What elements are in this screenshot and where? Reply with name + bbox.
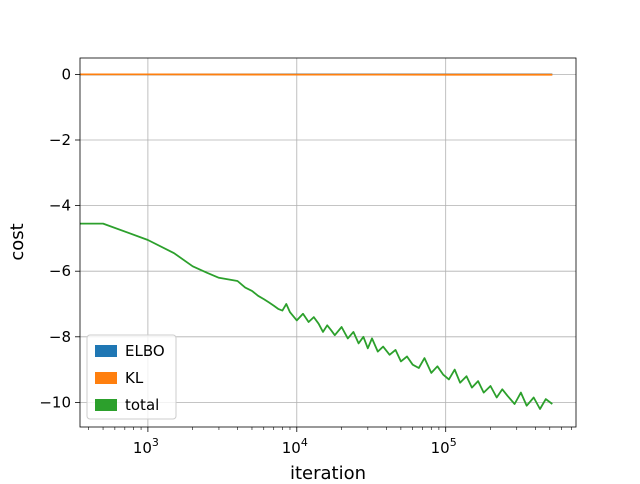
x-tick-exponent: 4: [301, 436, 308, 449]
y-tick-label: −6: [49, 262, 71, 280]
y-tick-label: −8: [49, 328, 71, 346]
x-tick-label: 105: [431, 436, 457, 457]
y-tick-label: 0: [61, 65, 71, 83]
x-tick-base: 10: [431, 439, 450, 457]
y-tick-label: −4: [49, 197, 71, 215]
x-tick-label: 103: [133, 436, 159, 457]
x-tick-base: 10: [133, 439, 152, 457]
legend-swatch-total: [95, 399, 117, 411]
legend-label-elbo: ELBO: [125, 342, 165, 360]
x-tick-exponent: 3: [152, 436, 159, 449]
legend-label-total: total: [125, 396, 159, 414]
x-tick-base: 10: [282, 439, 301, 457]
x-tick-exponent: 5: [450, 436, 457, 449]
y-axis-label: cost: [7, 223, 28, 260]
y-tick-label: −10: [39, 393, 71, 411]
legend-label-kl: KL: [125, 369, 144, 387]
y-axis: 0 −2 −4 −6 −8 −10: [39, 65, 80, 411]
x-tick-label: 104: [282, 436, 308, 457]
legend-swatch-elbo: [95, 345, 117, 357]
y-tick-label: −2: [49, 131, 71, 149]
legend-swatch-kl: [95, 372, 117, 384]
x-axis-label: iteration: [290, 463, 366, 480]
legend: ELBO KL total: [87, 335, 176, 419]
